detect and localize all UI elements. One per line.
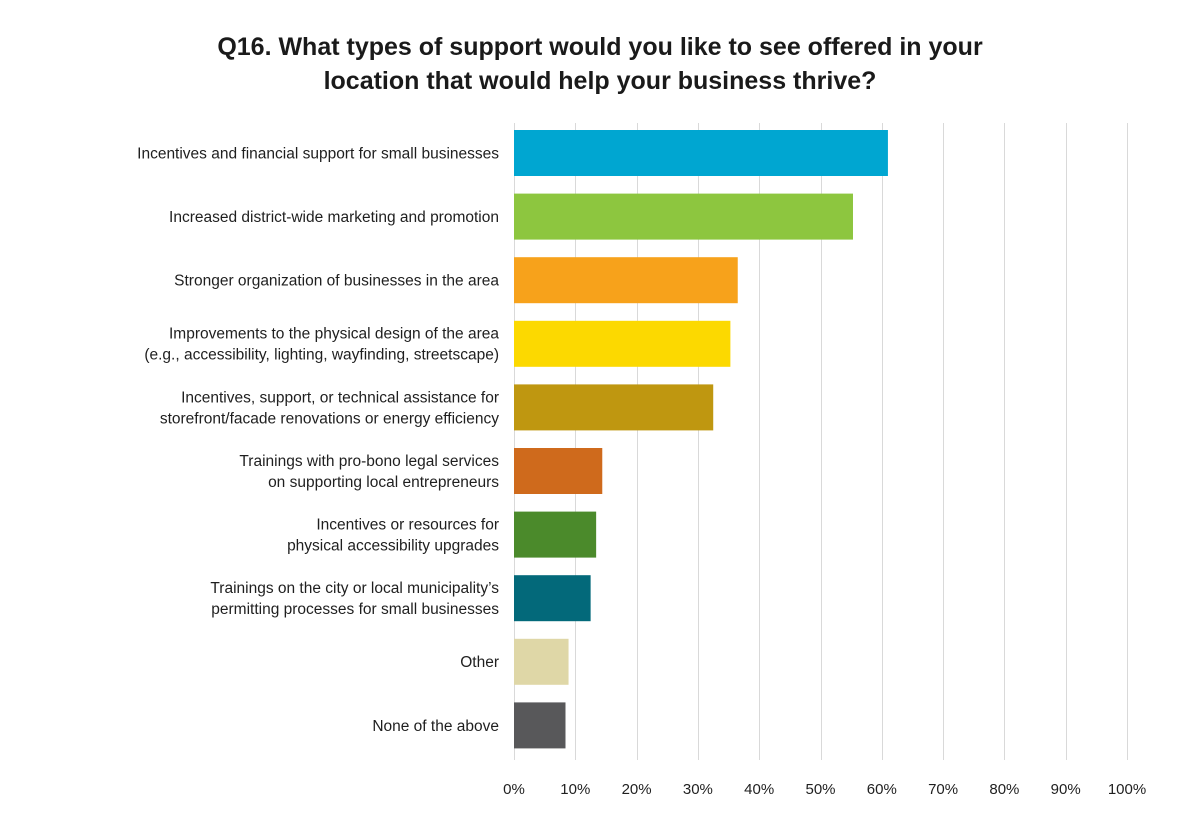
category-label-2: Increased district-wide marketing and pr… xyxy=(169,209,499,226)
x-tick-label-50: 50% xyxy=(805,781,835,798)
bar-3 xyxy=(514,257,738,304)
category-label-7: Incentives or resources for physical acce… xyxy=(287,517,499,555)
category-label-10-line-1: None of the above xyxy=(372,718,499,735)
category-label-10: None of the above xyxy=(372,718,499,735)
category-label-8-line-2: permitting processes for small businesse… xyxy=(211,601,499,618)
bar-6 xyxy=(514,448,603,494)
x-tick-label-0: 0% xyxy=(503,781,525,798)
x-tick-label-90: 90% xyxy=(1051,781,1081,798)
category-label-1-line-1: Incentives and financial support for sma… xyxy=(137,145,499,162)
bar-4 xyxy=(514,320,731,367)
chart-title-line-1: Q16. What types of support would you lik… xyxy=(217,33,983,61)
x-tick-label-60: 60% xyxy=(867,781,897,798)
bar-9 xyxy=(514,638,569,685)
bar-8 xyxy=(514,575,591,622)
category-label-9-line-1: Other xyxy=(460,654,499,671)
category-label-1: Incentives and financial support for sma… xyxy=(137,145,499,162)
bar-2 xyxy=(514,193,853,240)
bar-7 xyxy=(514,511,597,558)
x-tick-label-80: 80% xyxy=(989,781,1019,798)
x-tick-label-20: 20% xyxy=(622,781,652,798)
x-tick-label-70: 70% xyxy=(928,781,958,798)
category-label-6: Trainings with pro-bono legal services on… xyxy=(239,453,499,491)
category-label-5: Incentives, support, or technical assist… xyxy=(160,389,499,427)
chart-title-line-2: location that would help your business t… xyxy=(323,67,877,95)
category-labels: Incentives and financial support for sma… xyxy=(137,145,499,734)
x-tick-label-40: 40% xyxy=(744,781,774,798)
category-label-6-line-2: on supporting local entrepreneurs xyxy=(268,474,499,491)
x-axis-tick-labels: 0% 10% 20% 30% 40% 50% 60% 70% 80% 90% 100% xyxy=(503,781,1146,798)
bar-10 xyxy=(514,702,566,749)
x-tick-label-30: 30% xyxy=(683,781,713,798)
chart-title: Q16. What types of support would you lik… xyxy=(0,30,1200,98)
category-label-8-line-1: Trainings on the city or local municipal… xyxy=(210,580,499,597)
x-tick-label-10: 10% xyxy=(560,781,590,798)
bar-5 xyxy=(514,384,714,431)
category-label-4-line-1: Improvements to the physical design of t… xyxy=(169,326,499,343)
category-label-5-line-2: storefront/facade renovations or energy … xyxy=(160,410,499,427)
category-label-5-line-1: Incentives, support, or technical assist… xyxy=(181,389,499,406)
bars xyxy=(514,130,888,749)
category-label-4-line-2: (e.g., accessibility, lighting, wayfindi… xyxy=(144,347,499,364)
category-label-3: Stronger organization of businesses in t… xyxy=(174,273,499,290)
x-tick-label-100: 100% xyxy=(1108,781,1146,798)
bar-1 xyxy=(514,130,888,176)
category-label-9: Other xyxy=(460,654,499,671)
category-label-2-line-1: Increased district-wide marketing and pr… xyxy=(169,209,499,226)
category-label-7-line-2: physical accessibility upgrades xyxy=(287,538,499,555)
category-label-7-line-1: Incentives or resources for xyxy=(316,517,499,534)
category-label-8: Trainings on the city or local municipal… xyxy=(210,580,499,618)
category-label-6-line-1: Trainings with pro-bono legal services xyxy=(239,453,499,470)
category-label-4: Improvements to the physical design of t… xyxy=(144,326,499,364)
category-label-3-line-1: Stronger organization of businesses in t… xyxy=(174,273,499,290)
